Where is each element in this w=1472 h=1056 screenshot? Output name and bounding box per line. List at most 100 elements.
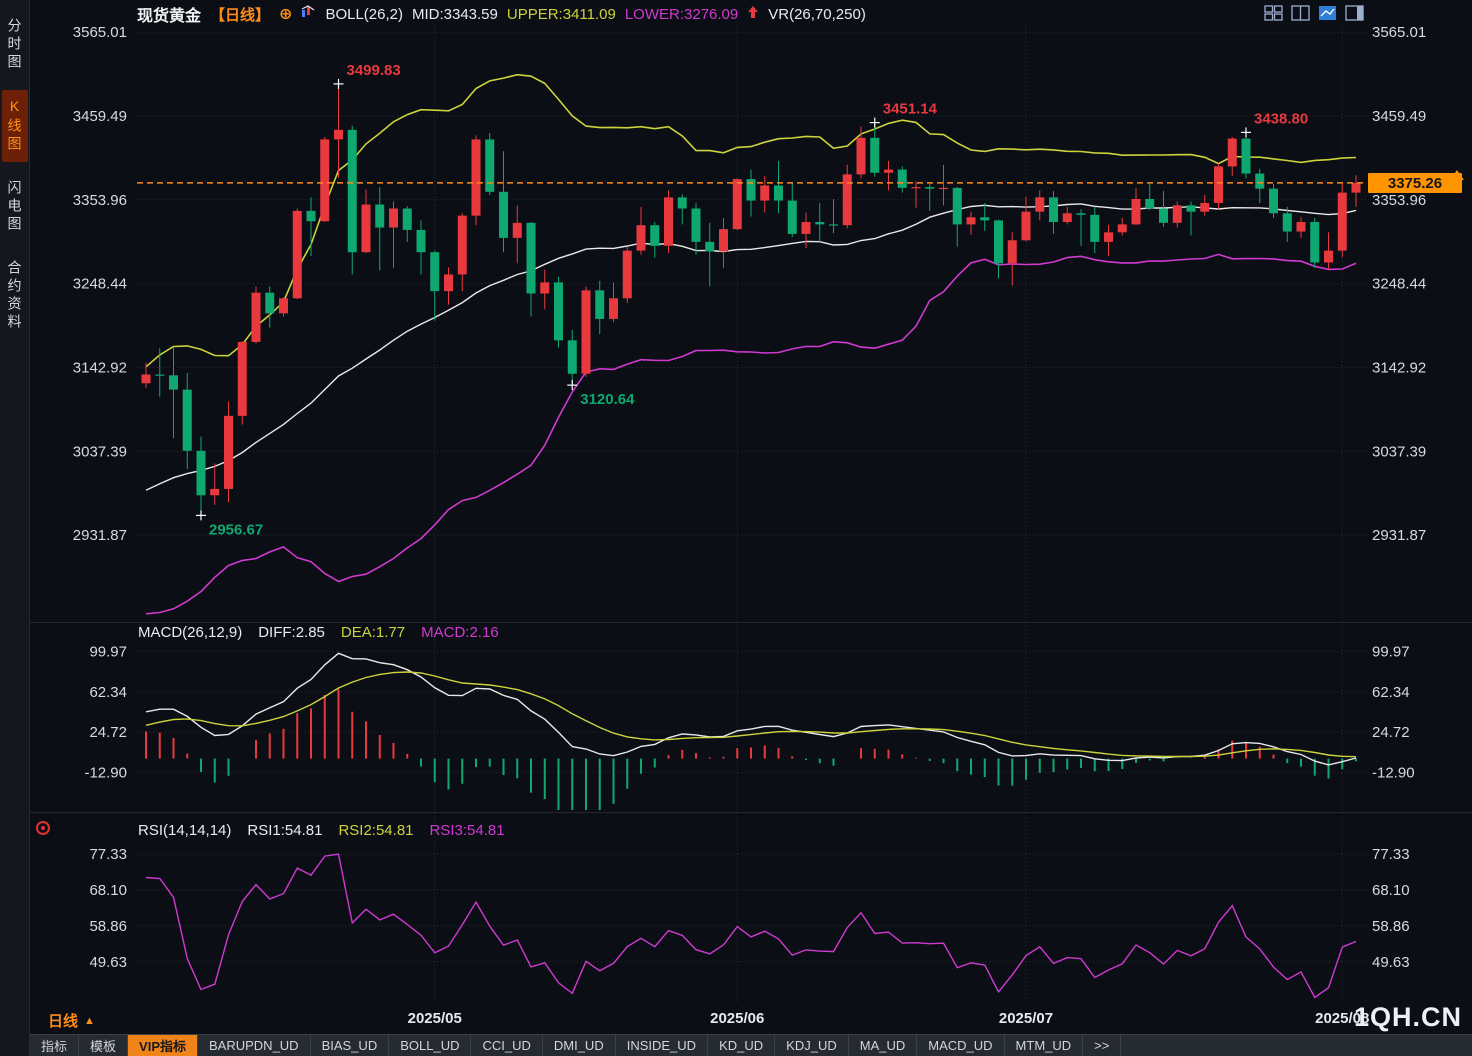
symbol-name: 现货黄金 xyxy=(137,8,202,25)
panel-separator xyxy=(30,622,1472,623)
add-indicator-icon[interactable]: ⊕ xyxy=(279,6,293,23)
tab-boll[interactable]: BOLL_UD xyxy=(389,1035,472,1056)
topbar: 现货黄金 【日线】 ⊕ BOLL(26,2) MID:3343.59 UPPER… xyxy=(137,0,866,28)
grid-layer: 3565.01 3565.01 3459.49 3459.49 3353.96 3353.… xyxy=(73,24,1426,1027)
rsi2-value: RSI2:54.81 xyxy=(338,822,414,839)
price-annotation: 3451.14 xyxy=(883,101,938,118)
tab-vip-indicators[interactable]: VIP指标 xyxy=(128,1035,198,1056)
boll-params-label: BOLL(26,2) xyxy=(325,5,403,23)
rsi1-value: RSI1:54.81 xyxy=(247,822,323,839)
boll-lower-value: LOWER:3276.09 xyxy=(624,5,739,23)
axis-tick-label: 3565.01 xyxy=(1372,24,1426,41)
panel-separator xyxy=(30,812,1472,813)
rsi-label-row: RSI(14,14,14) RSI1:54.81 RSI2:54.81 RSI3… xyxy=(138,822,505,839)
axis-tick-label: 62.34 xyxy=(89,684,127,701)
price-annotation: 2956.67 xyxy=(209,521,263,538)
axis-tick-label: 49.63 xyxy=(1372,954,1410,971)
tab-indicators[interactable]: 指标 xyxy=(30,1035,80,1056)
tab-macd[interactable]: MACD_UD xyxy=(917,1035,1005,1056)
axis-tick-label: 3459.49 xyxy=(1372,108,1426,125)
price-annotation: 3120.64 xyxy=(580,391,635,408)
axis-tick-label: 2931.87 xyxy=(73,527,127,544)
axis-tick-label: 49.63 xyxy=(89,954,127,971)
price-annotation: 3499.83 xyxy=(347,62,401,79)
x-axis-label: 2025/08 xyxy=(1315,1010,1369,1027)
axis-tick-label: -12.90 xyxy=(84,764,127,781)
axis-tick-label: 24.72 xyxy=(1372,724,1410,741)
bollinger-bands xyxy=(145,73,1357,615)
axis-tick-label: 3248.44 xyxy=(1372,276,1426,293)
axis-tick-label: 77.33 xyxy=(89,846,127,863)
candles-layer[interactable] xyxy=(141,83,1361,516)
tab-dmi[interactable]: DMI_UD xyxy=(543,1035,616,1056)
boll-upper-value: UPPER:3411.09 xyxy=(506,5,616,23)
axis-tick-label: 3037.39 xyxy=(1372,443,1426,460)
tab-barupdn[interactable]: BARUPDN_UD xyxy=(198,1035,311,1056)
layout-grid-icon[interactable] xyxy=(1264,5,1283,21)
sidebar-item-contract-info[interactable]: 合约资料 xyxy=(6,260,23,332)
macd-dea-value: DEA:1.77 xyxy=(340,624,406,641)
sidebar-item-timeshare[interactable]: 分时图 xyxy=(6,18,23,72)
layout-chart-icon[interactable] xyxy=(1318,5,1337,21)
macd-label-row: MACD(26,12,9) DIFF:2.85 DEA:1.77 MACD:2.… xyxy=(138,624,499,641)
vr-params-label: VR(26,70,250) xyxy=(768,5,866,23)
axis-tick-label: 99.97 xyxy=(1372,643,1410,660)
period-selector[interactable]: 日线 ▲ xyxy=(48,1010,95,1031)
x-axis-label: 2025/05 xyxy=(408,1010,462,1027)
boll-chart-icon xyxy=(301,5,316,23)
macd-diff-value: DIFF:2.85 xyxy=(258,624,325,641)
macd-macd-value: MACD:2.16 xyxy=(421,624,499,641)
watermark: 1QH.CN xyxy=(1353,1002,1462,1032)
axis-tick-label: 3565.01 xyxy=(73,24,127,41)
indicator-tabbar: 指标 模板 VIP指标 BARUPDN_UD BIAS_UD BOLL_UD C… xyxy=(30,1034,1472,1056)
axis-tick-label: 3353.96 xyxy=(73,192,127,209)
target-marker-icon[interactable] xyxy=(36,821,50,835)
rsi-layer xyxy=(145,853,1357,999)
period-tag[interactable]: 【日线】 xyxy=(210,6,271,24)
axis-tick-label: -12.90 xyxy=(1372,764,1415,781)
axis-tick-label: 58.86 xyxy=(89,918,127,935)
axis-tick-label: 58.86 xyxy=(1372,918,1410,935)
tab-kdj[interactable]: KDJ_UD xyxy=(775,1035,849,1056)
axis-tick-label: 3353.96 xyxy=(1372,192,1426,209)
sidebar: 分时图 K线图 闪电图 合约资料 xyxy=(0,0,30,1056)
tab-more[interactable]: >> xyxy=(1083,1035,1122,1056)
axis-tick-label: 68.10 xyxy=(1372,882,1410,899)
up-arrow-icon xyxy=(747,5,759,23)
period-up-icon: ▲ xyxy=(84,1014,95,1027)
last-price-tag: 3375.26 xyxy=(1368,173,1462,193)
sidebar-item-kline[interactable]: K线图 xyxy=(1,90,28,162)
price-tag-arrow-icon[interactable] xyxy=(1450,170,1464,180)
x-axis-label: 2025/07 xyxy=(999,1010,1053,1027)
layout-split-icon[interactable] xyxy=(1291,5,1310,21)
tab-cci[interactable]: CCI_UD xyxy=(471,1035,543,1056)
rsi3-value: RSI3:54.81 xyxy=(429,822,505,839)
layout-panels-icon[interactable] xyxy=(1345,5,1364,21)
tab-templates[interactable]: 模板 xyxy=(79,1035,129,1056)
boll-mid-value: MID:3343.59 xyxy=(411,5,498,23)
axis-tick-label: 24.72 xyxy=(89,724,127,741)
axis-tick-label: 3142.92 xyxy=(73,359,127,376)
x-axis-label: 2025/06 xyxy=(710,1010,764,1027)
rsi-title: RSI(14,14,14) xyxy=(138,822,232,839)
sidebar-item-lightning[interactable]: 闪电图 xyxy=(6,180,23,234)
window-layout-icons xyxy=(1264,5,1364,21)
axis-tick-label: 99.97 xyxy=(89,643,127,660)
axis-tick-label: 77.33 xyxy=(1372,846,1410,863)
axis-tick-label: 3248.44 xyxy=(73,276,127,293)
price-annotation: 3438.80 xyxy=(1254,110,1308,127)
tab-mtm[interactable]: MTM_UD xyxy=(1005,1035,1084,1056)
price-annotations: 3499.83 3451.14 3438.80 3120.64 2956.67 xyxy=(196,62,1308,538)
axis-tick-label: 3459.49 xyxy=(73,108,127,125)
tab-inside[interactable]: INSIDE_UD xyxy=(616,1035,709,1056)
axis-tick-label: 62.34 xyxy=(1372,684,1410,701)
macd-layer xyxy=(145,652,1357,810)
tab-kd[interactable]: KD_UD xyxy=(708,1035,776,1056)
tab-ma[interactable]: MA_UD xyxy=(849,1035,918,1056)
macd-title: MACD(26,12,9) xyxy=(138,624,243,641)
tab-bias[interactable]: BIAS_UD xyxy=(311,1035,390,1056)
axis-tick-label: 3142.92 xyxy=(1372,359,1426,376)
axis-tick-label: 3037.39 xyxy=(73,443,127,460)
